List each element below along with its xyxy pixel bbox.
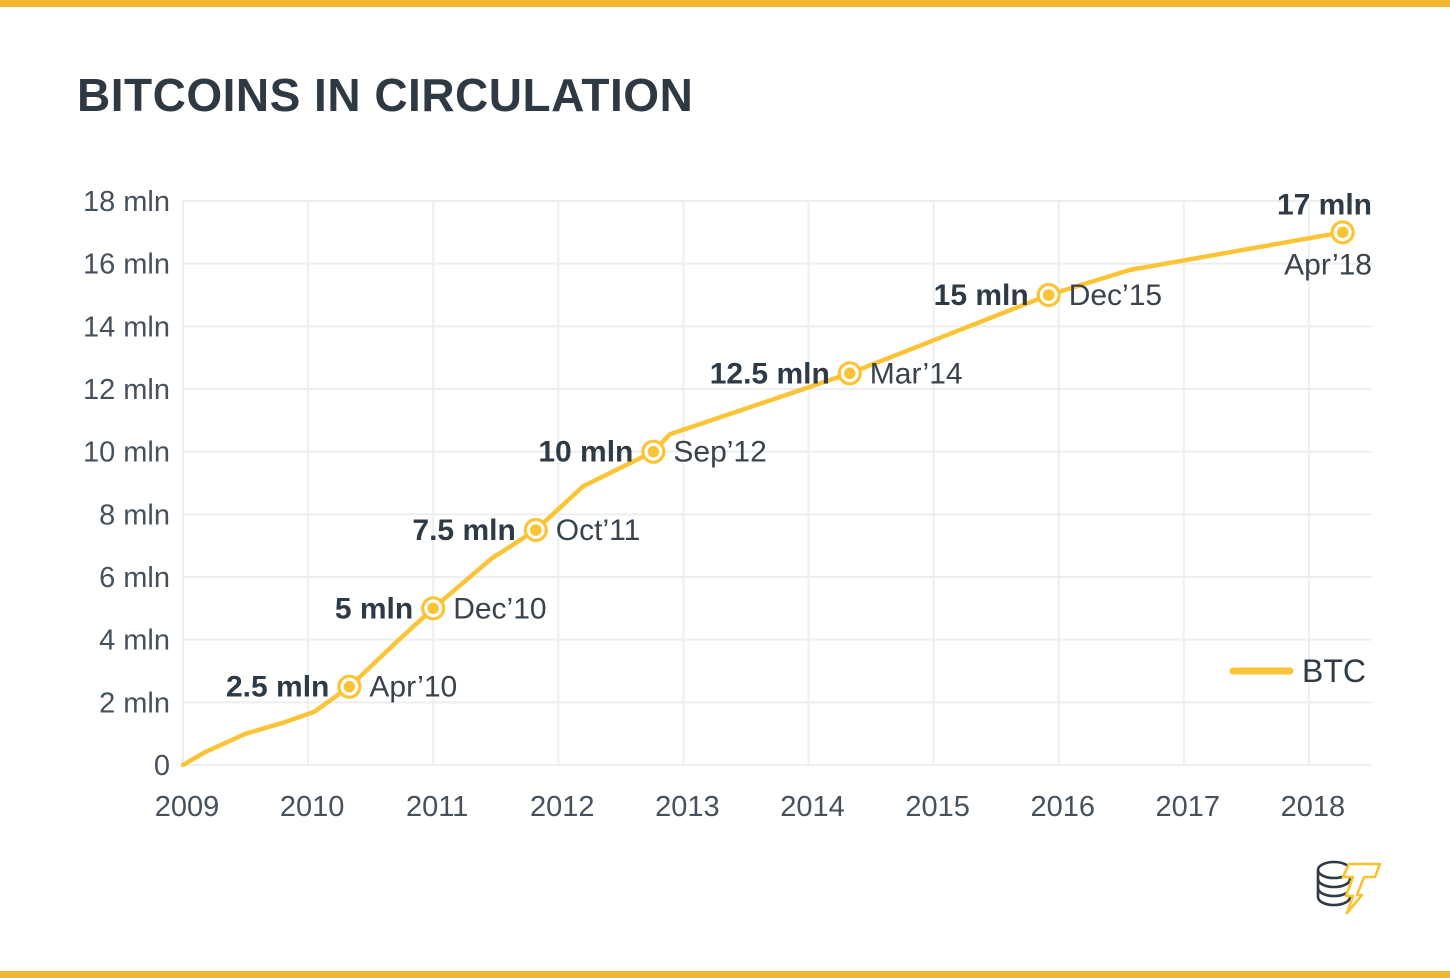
lightning-bolt-icon — [1341, 862, 1382, 915]
page-title: BITCOINS IN CIRCULATION — [77, 69, 694, 121]
x-tick-label: 2014 — [780, 791, 845, 823]
data-point-marker — [1336, 226, 1349, 239]
point-value-label: 5 mln — [335, 592, 413, 625]
x-tick-label: 2012 — [530, 791, 595, 823]
point-value-label: 17 mln — [1277, 188, 1372, 221]
point-date-label: Mar’14 — [870, 357, 963, 390]
y-tick-label: 0 — [154, 750, 170, 782]
y-tick-label: 4 mln — [99, 625, 170, 657]
legend-label: BTC — [1302, 653, 1366, 689]
btc-series-line — [180, 230, 1345, 768]
y-tick-label: 6 mln — [99, 562, 170, 594]
point-value-label: 10 mln — [538, 436, 633, 469]
x-tick-label: 2015 — [905, 791, 970, 823]
bottom-accent-bar — [0, 971, 1450, 978]
point-value-label: 12.5 mln — [710, 357, 830, 390]
point-date-label: Dec’15 — [1069, 279, 1162, 312]
point-date-label: Sep’12 — [673, 436, 766, 469]
data-point-marker — [843, 367, 856, 380]
data-point-marker — [647, 445, 660, 458]
y-tick-label: 8 mln — [99, 499, 170, 531]
x-tick-label: 2009 — [155, 791, 220, 823]
data-point-marker — [343, 680, 356, 693]
data-point-marker — [1042, 289, 1055, 301]
x-tick-label: 2018 — [1281, 791, 1346, 823]
y-tick-label: 18 mln — [83, 186, 170, 218]
x-tick-label: 2013 — [655, 791, 720, 823]
point-value-label: 2.5 mln — [226, 671, 329, 704]
point-value-label: 7.5 mln — [412, 514, 515, 547]
y-tick-label: 16 mln — [83, 249, 170, 281]
point-date-label: Apr’18 — [1284, 248, 1372, 281]
data-point-marker — [427, 602, 440, 615]
x-tick-label: 2016 — [1030, 791, 1095, 823]
data-point-marker — [529, 524, 542, 536]
x-tick-label: 2017 — [1156, 791, 1221, 823]
top-accent-bar — [0, 0, 1450, 7]
point-date-label: Oct’11 — [556, 514, 640, 547]
point-date-label: Apr’10 — [369, 671, 457, 704]
point-value-label: 15 mln — [934, 279, 1029, 312]
point-date-label: Dec’10 — [453, 592, 546, 625]
y-tick-label: 2 mln — [99, 687, 170, 719]
y-tick-label: 12 mln — [83, 374, 170, 406]
x-tick-label: 2011 — [406, 791, 468, 823]
y-tick-label: 10 mln — [83, 437, 170, 469]
x-tick-label: 2010 — [280, 791, 345, 823]
coin-stack-lightning-logo — [1316, 860, 1382, 915]
y-tick-label: 14 mln — [83, 311, 170, 343]
